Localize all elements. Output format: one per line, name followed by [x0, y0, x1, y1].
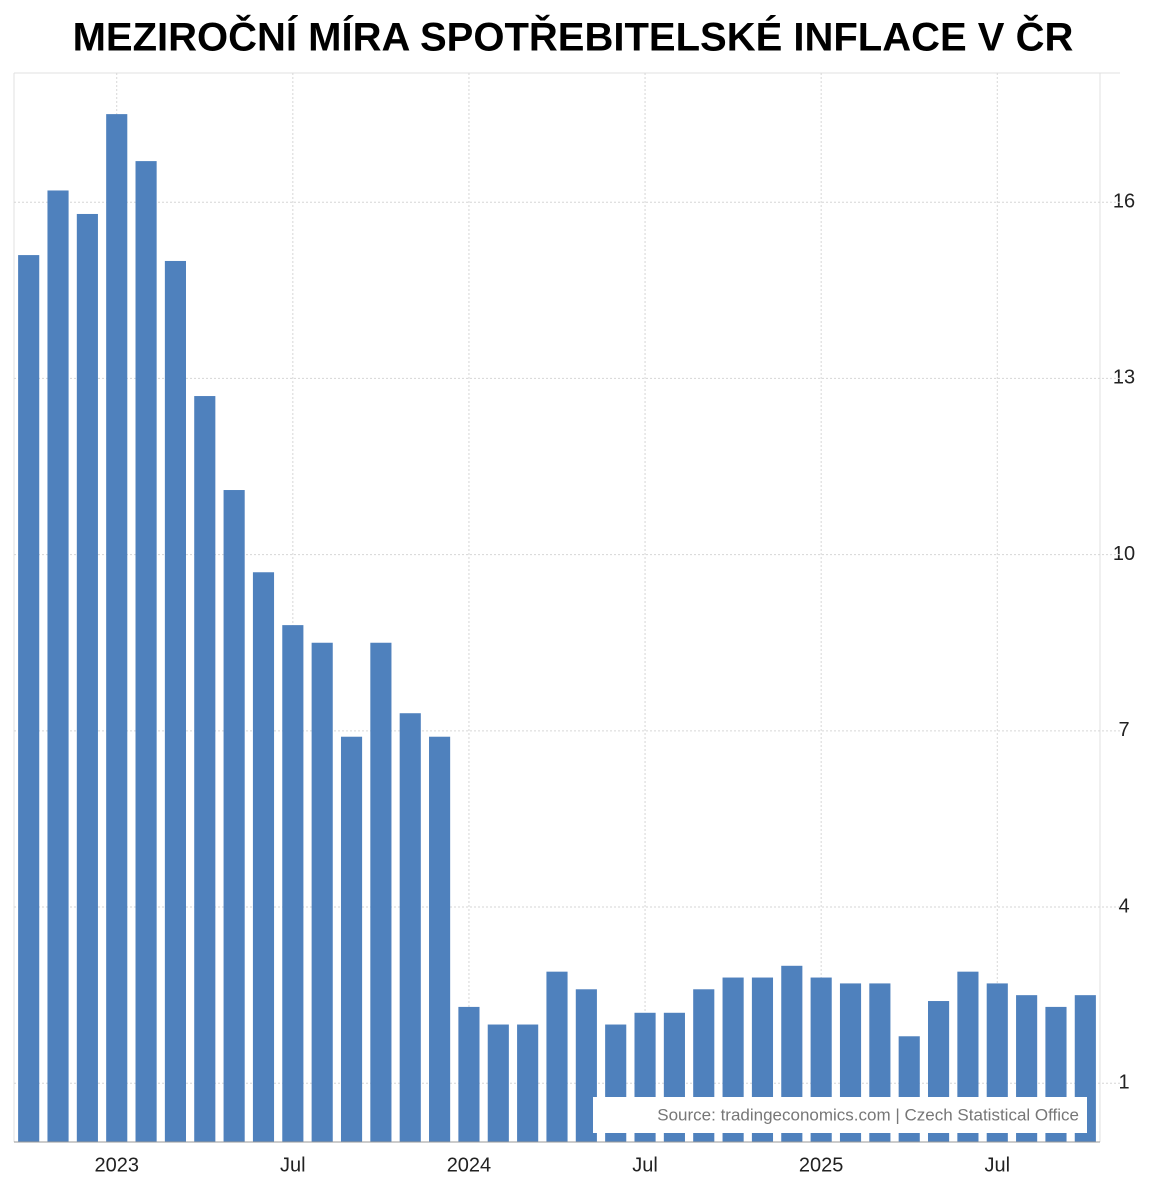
bar — [164, 260, 186, 1142]
x-tick-label: Jul — [984, 1154, 1010, 1176]
bar — [282, 625, 304, 1142]
bar — [47, 190, 69, 1142]
y-tick-label: 4 — [1118, 895, 1129, 917]
x-tick-label: 2024 — [447, 1154, 492, 1176]
x-tick-label: 2023 — [94, 1154, 139, 1176]
bar — [252, 572, 275, 1142]
bar — [106, 114, 128, 1143]
y-tick-label: 1 — [1118, 1072, 1129, 1094]
x-tick-label: 2025 — [799, 1154, 844, 1176]
bar — [194, 396, 216, 1142]
y-tick-label: 13 — [1113, 367, 1135, 389]
chart-title: MEZIROČNÍ MÍRA SPOTŘEBITELSKÉ INFLACE V … — [73, 14, 1074, 60]
annotation: Source: tradingeconomics.com | Czech Sta… — [657, 1105, 1079, 1124]
bar — [517, 1024, 539, 1142]
bar — [340, 736, 363, 1142]
x-tick-label: Jul — [280, 1154, 306, 1176]
x-tick-label: Jul — [632, 1154, 658, 1176]
y-tick-label: 16 — [1113, 191, 1135, 213]
bar — [223, 490, 245, 1142]
y-tick-label: 7 — [1118, 719, 1129, 741]
bar — [575, 989, 597, 1142]
bar — [399, 713, 421, 1142]
bar — [18, 255, 40, 1143]
bar — [76, 213, 98, 1142]
bar — [487, 1024, 509, 1142]
bar — [135, 161, 157, 1143]
bar — [458, 1006, 480, 1142]
bar — [370, 642, 392, 1142]
bar — [311, 642, 333, 1142]
bar — [546, 971, 568, 1142]
bar — [429, 736, 451, 1142]
y-tick-label: 10 — [1113, 543, 1135, 565]
annotation-box — [593, 1097, 1087, 1133]
